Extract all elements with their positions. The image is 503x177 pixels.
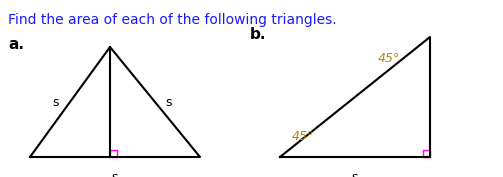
Text: a.: a. bbox=[8, 37, 24, 52]
Text: b.: b. bbox=[250, 27, 267, 42]
Text: s: s bbox=[112, 171, 118, 177]
Bar bbox=[423, 150, 430, 157]
Text: 45°: 45° bbox=[292, 130, 314, 144]
Bar bbox=[110, 150, 117, 157]
Text: s: s bbox=[352, 171, 358, 177]
Text: Find the area of each of the following triangles.: Find the area of each of the following t… bbox=[8, 13, 337, 27]
Text: 45°: 45° bbox=[378, 53, 400, 65]
Text: s: s bbox=[166, 96, 172, 109]
Text: s: s bbox=[53, 96, 59, 109]
